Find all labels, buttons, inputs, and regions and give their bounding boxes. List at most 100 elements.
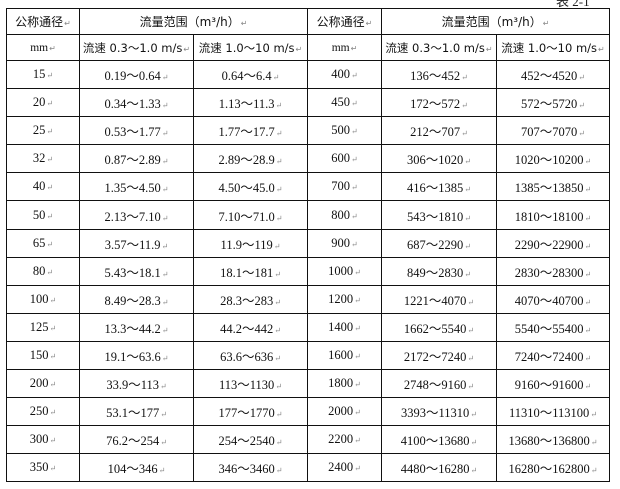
table-row: 1008.49～28.328.3～28312001221～40704070～40… [6,284,610,314]
dn-cell-2: 1600 [307,340,382,371]
dn-cell: 25 [6,116,80,146]
table-row: 150.19～0.640.64～6.4400136～452452～4520 [6,59,610,90]
table-row: 350104～346346～346024004480～1628016280～16… [6,453,610,483]
flow-range-header-2: 流量范围（m³/h） [381,8,610,35]
low-speed-cell: 76.2～254 [79,425,194,455]
table-row: 25053.1～177177～177020003393～1131011310～1… [6,397,610,427]
dn-cell: 15 [6,59,80,90]
low-speed-cell: 0.53～1.77 [79,116,194,146]
high-speed-cell: 44.2～442 [193,312,308,342]
table-row: 12513.3～44.244.2～44214001662～55405540～55… [6,312,610,342]
low-speed-cell: 0.34～1.33 [79,88,194,118]
high-speed-cell-2: 9160～91600 [496,369,610,399]
low-speed-cell-2: 1221～4070 [381,284,497,314]
table-row: 320.87～2.892.89～28.9600306～10201020～1020… [6,144,610,174]
high-speed-cell: 18.1～181 [193,256,308,286]
dn-cell-2: 500 [307,116,382,146]
high-speed-cell: 1.77～17.7 [193,116,308,146]
dn-cell: 100 [6,284,80,314]
table-row: 250.53～1.771.77～17.7500212～707707～7070 [6,116,610,146]
low-speed-cell-2: 3393～11310 [381,397,497,427]
header-row: 公称通径 流量范围（m³/h） 公称通径 流量范围（m³/h） [6,8,610,35]
high-speed-header-2: 流速 1.0～10 m/s [496,34,610,61]
dn-cell-2: 2400 [307,453,382,483]
high-speed-cell: 7.10～71.0 [193,200,308,230]
low-speed-cell-2: 4100～13680 [381,425,497,455]
low-speed-cell: 104～346 [79,453,194,483]
low-speed-header-2: 流速 0.3～1.0 m/s [381,34,497,61]
table-row: 20033.9～113113～113018002748～91609160～916… [6,369,610,399]
dn-cell: 65 [6,228,80,258]
dn-cell-2: 1200 [307,284,382,314]
dn-cell: 20 [6,88,80,118]
low-speed-cell-2: 687～2290 [381,228,497,258]
low-speed-cell: 5.43～18.1 [79,256,194,286]
dn-cell: 40 [6,172,80,202]
low-speed-cell: 1.35～4.50 [79,172,194,202]
high-speed-cell: 1.13～11.3 [193,88,308,118]
unit-header: mm [6,34,80,61]
low-speed-cell: 13.3～44.2 [79,312,194,342]
flow-range-table: 公称通径 流量范围（m³/h） 公称通径 流量范围（m³/h） mm 流速 0.… [6,8,610,483]
high-speed-cell-2: 2290～22900 [496,228,610,258]
low-speed-cell: 19.1～63.6 [79,340,194,371]
subheader-row: mm 流速 0.3～1.0 m/s 流速 1.0～10 m/s mm 流速 0.… [6,34,610,61]
high-speed-cell-2: 1810～18100 [496,200,610,230]
high-speed-cell-2: 1385～13850 [496,172,610,202]
high-speed-cell-2: 707～7070 [496,116,610,146]
high-speed-header: 流速 1.0～10 m/s [193,34,308,61]
dn-cell: 80 [6,256,80,286]
high-speed-cell: 28.3～283 [193,284,308,314]
low-speed-cell-2: 543～1810 [381,200,497,230]
dn-cell-2: 1000 [307,256,382,286]
low-speed-cell-2: 416～1385 [381,172,497,202]
low-speed-cell-2: 849～2830 [381,256,497,286]
dn-cell-2: 1400 [307,312,382,342]
high-speed-cell: 2.89～28.9 [193,144,308,174]
dn-cell-2: 400 [307,59,382,90]
high-speed-cell-2: 5540～55400 [496,312,610,342]
low-speed-cell: 0.19～0.64 [79,59,194,90]
dn-cell: 50 [6,200,80,230]
table-row: 502.13～7.107.10～71.0800543～18101810～1810… [6,200,610,230]
high-speed-cell: 254～2540 [193,425,308,455]
low-speed-cell: 0.87～2.89 [79,144,194,174]
dn-cell-2: 800 [307,200,382,230]
low-speed-cell-2: 2172～7240 [381,340,497,371]
dn-cell: 32 [6,144,80,174]
high-speed-cell-2: 13680～136800 [496,425,610,455]
high-speed-cell: 4.50～45.0 [193,172,308,202]
low-speed-cell: 2.13～7.10 [79,200,194,230]
dn-cell: 200 [6,369,80,399]
high-speed-cell: 11.9～119 [193,228,308,258]
dn-cell: 350 [6,453,80,483]
table-row: 653.57～11.911.9～119900687～22902290～22900 [6,228,610,258]
low-speed-cell-2: 4480～16280 [381,453,497,483]
dn-cell-2: 700 [307,172,382,202]
high-speed-cell-2: 11310～113100 [496,397,610,427]
high-speed-cell: 177～1770 [193,397,308,427]
unit-header-2: mm [307,34,382,61]
low-speed-cell: 3.57～11.9 [79,228,194,258]
dn-cell: 300 [6,425,80,455]
dn-cell-2: 2000 [307,397,382,427]
dn-cell-2: 600 [307,144,382,174]
high-speed-cell-2: 4070～40700 [496,284,610,314]
low-speed-cell-2: 172～572 [381,88,497,118]
high-speed-cell-2: 572～5720 [496,88,610,118]
table-row: 15019.1～63.663.6～63616002172～72407240～72… [6,340,610,371]
table-row: 805.43～18.118.1～1811000849～28302830～2830… [6,256,610,286]
dn-cell-2: 900 [307,228,382,258]
table-caption: 表 2-1 [556,0,590,9]
high-speed-cell: 113～1130 [193,369,308,399]
dn-cell-2: 2200 [307,425,382,455]
high-speed-cell-2: 1020～10200 [496,144,610,174]
low-speed-cell: 53.1～177 [79,397,194,427]
dn-cell-2: 450 [307,88,382,118]
high-speed-cell: 346～3460 [193,453,308,483]
low-speed-cell-2: 136～452 [381,59,497,90]
dn-cell: 250 [6,397,80,427]
low-speed-cell: 33.9～113 [79,369,194,399]
high-speed-cell: 0.64～6.4 [193,59,308,90]
high-speed-cell: 63.6～636 [193,340,308,371]
